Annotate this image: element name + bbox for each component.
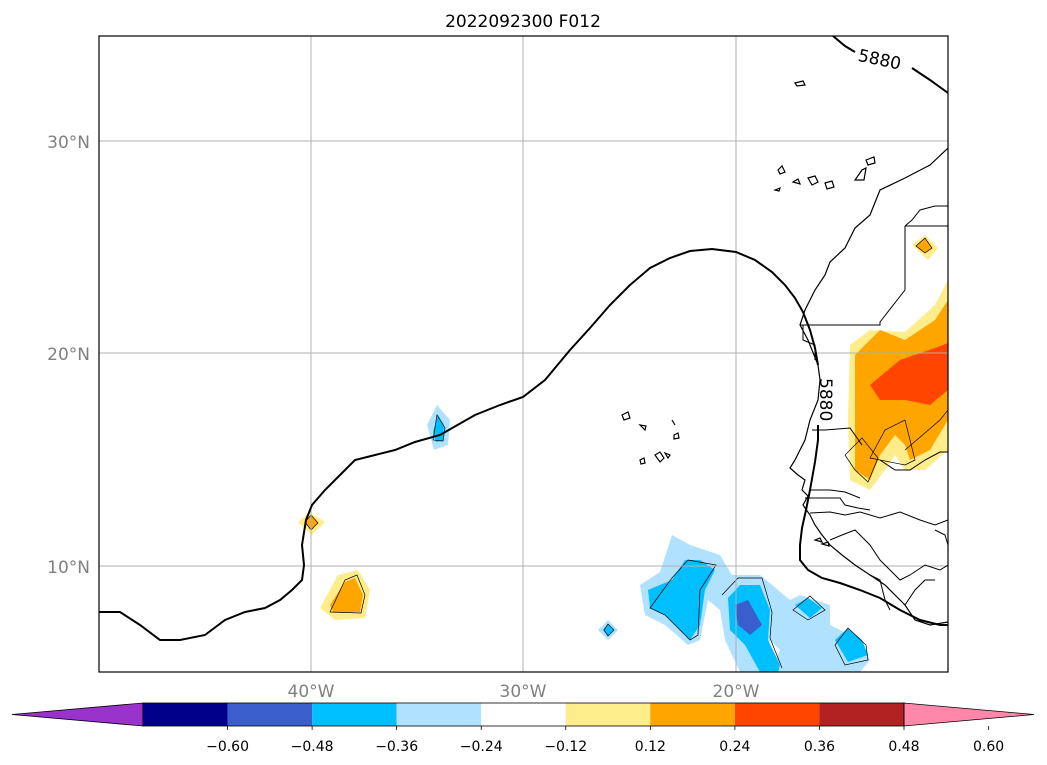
gridlines [99, 36, 948, 672]
contour-5880-main [99, 247, 819, 641]
coastlines [621, 80, 948, 626]
longitude-labels: 40°W 30°W 20°W [288, 682, 760, 702]
anomaly-small-orange-24n [916, 238, 932, 253]
colorbar-segment [143, 703, 228, 726]
anomaly-south-blue-4 [835, 628, 868, 662]
contour-5880 [99, 36, 948, 641]
colorbar-segment [734, 703, 820, 726]
thin-contours [304, 237, 948, 669]
colorbar-tick-label: 0.48 [888, 739, 919, 755]
colorbar-tick-label: −0.36 [375, 739, 418, 755]
cape-verde [621, 411, 680, 465]
colorbar-tick-label: 0.12 [635, 739, 666, 755]
colorbar-extend-low [11, 702, 144, 727]
madeira [794, 80, 806, 87]
lon-label-30w: 30°W [500, 682, 547, 702]
bissau-islands [813, 537, 830, 547]
colorbar-segment [227, 703, 313, 726]
colorbar: −0.60 −0.48 −0.36 −0.24 −0.12 0.12 0.24 0.36 0.4… [11, 702, 1035, 755]
contour-5880-north-b [911, 67, 948, 94]
anomaly-38w-orange [330, 578, 363, 612]
colorbar-segment [819, 703, 904, 726]
figure-title: 2022092300 F012 [445, 12, 601, 32]
africa-coastline [789, 147, 948, 626]
country-borders [800, 205, 948, 611]
latitude-labels: 30°N 20°N 10°N [47, 133, 90, 578]
contour-label-5880-coast: 5880 [815, 378, 835, 421]
lat-label-10n: 10°N [47, 558, 90, 578]
colorbar-tick-label: −0.60 [206, 739, 249, 755]
anomaly-africa-red [870, 343, 948, 405]
anomaly-south-royal-1 [735, 600, 762, 635]
lon-label-20w: 20°W [713, 682, 760, 702]
anomaly-south-blue-1 [648, 560, 715, 640]
map-frame [98, 35, 949, 673]
lat-label-20n: 20°N [47, 345, 90, 365]
colorbar-segment [312, 703, 397, 726]
lon-label-40w: 40°W [288, 682, 335, 702]
colorbar-tick-label: −0.24 [460, 739, 503, 755]
canary-islands [773, 156, 876, 192]
colorbar-tick-label: 0.36 [804, 739, 835, 755]
contour-5880-south [799, 425, 948, 626]
colorbar-segment [565, 703, 651, 726]
colorbar-segment [650, 703, 735, 726]
colorbar-segment [481, 703, 566, 726]
colorbar-tick-label: 0.60 [973, 739, 1004, 755]
colorbar-outline [142, 702, 905, 727]
contour-5880-north-a [832, 36, 856, 53]
lat-label-30n: 30°N [47, 133, 90, 153]
colorbar-tick-label: −0.48 [291, 739, 334, 755]
colorbar-extend-high [903, 702, 1035, 727]
colorbar-segment [396, 703, 482, 726]
colorbar-tick-label: 0.24 [719, 739, 750, 755]
map-panel: 5880 5880 [99, 36, 948, 672]
colorbar-tick-label: −0.12 [544, 739, 587, 755]
